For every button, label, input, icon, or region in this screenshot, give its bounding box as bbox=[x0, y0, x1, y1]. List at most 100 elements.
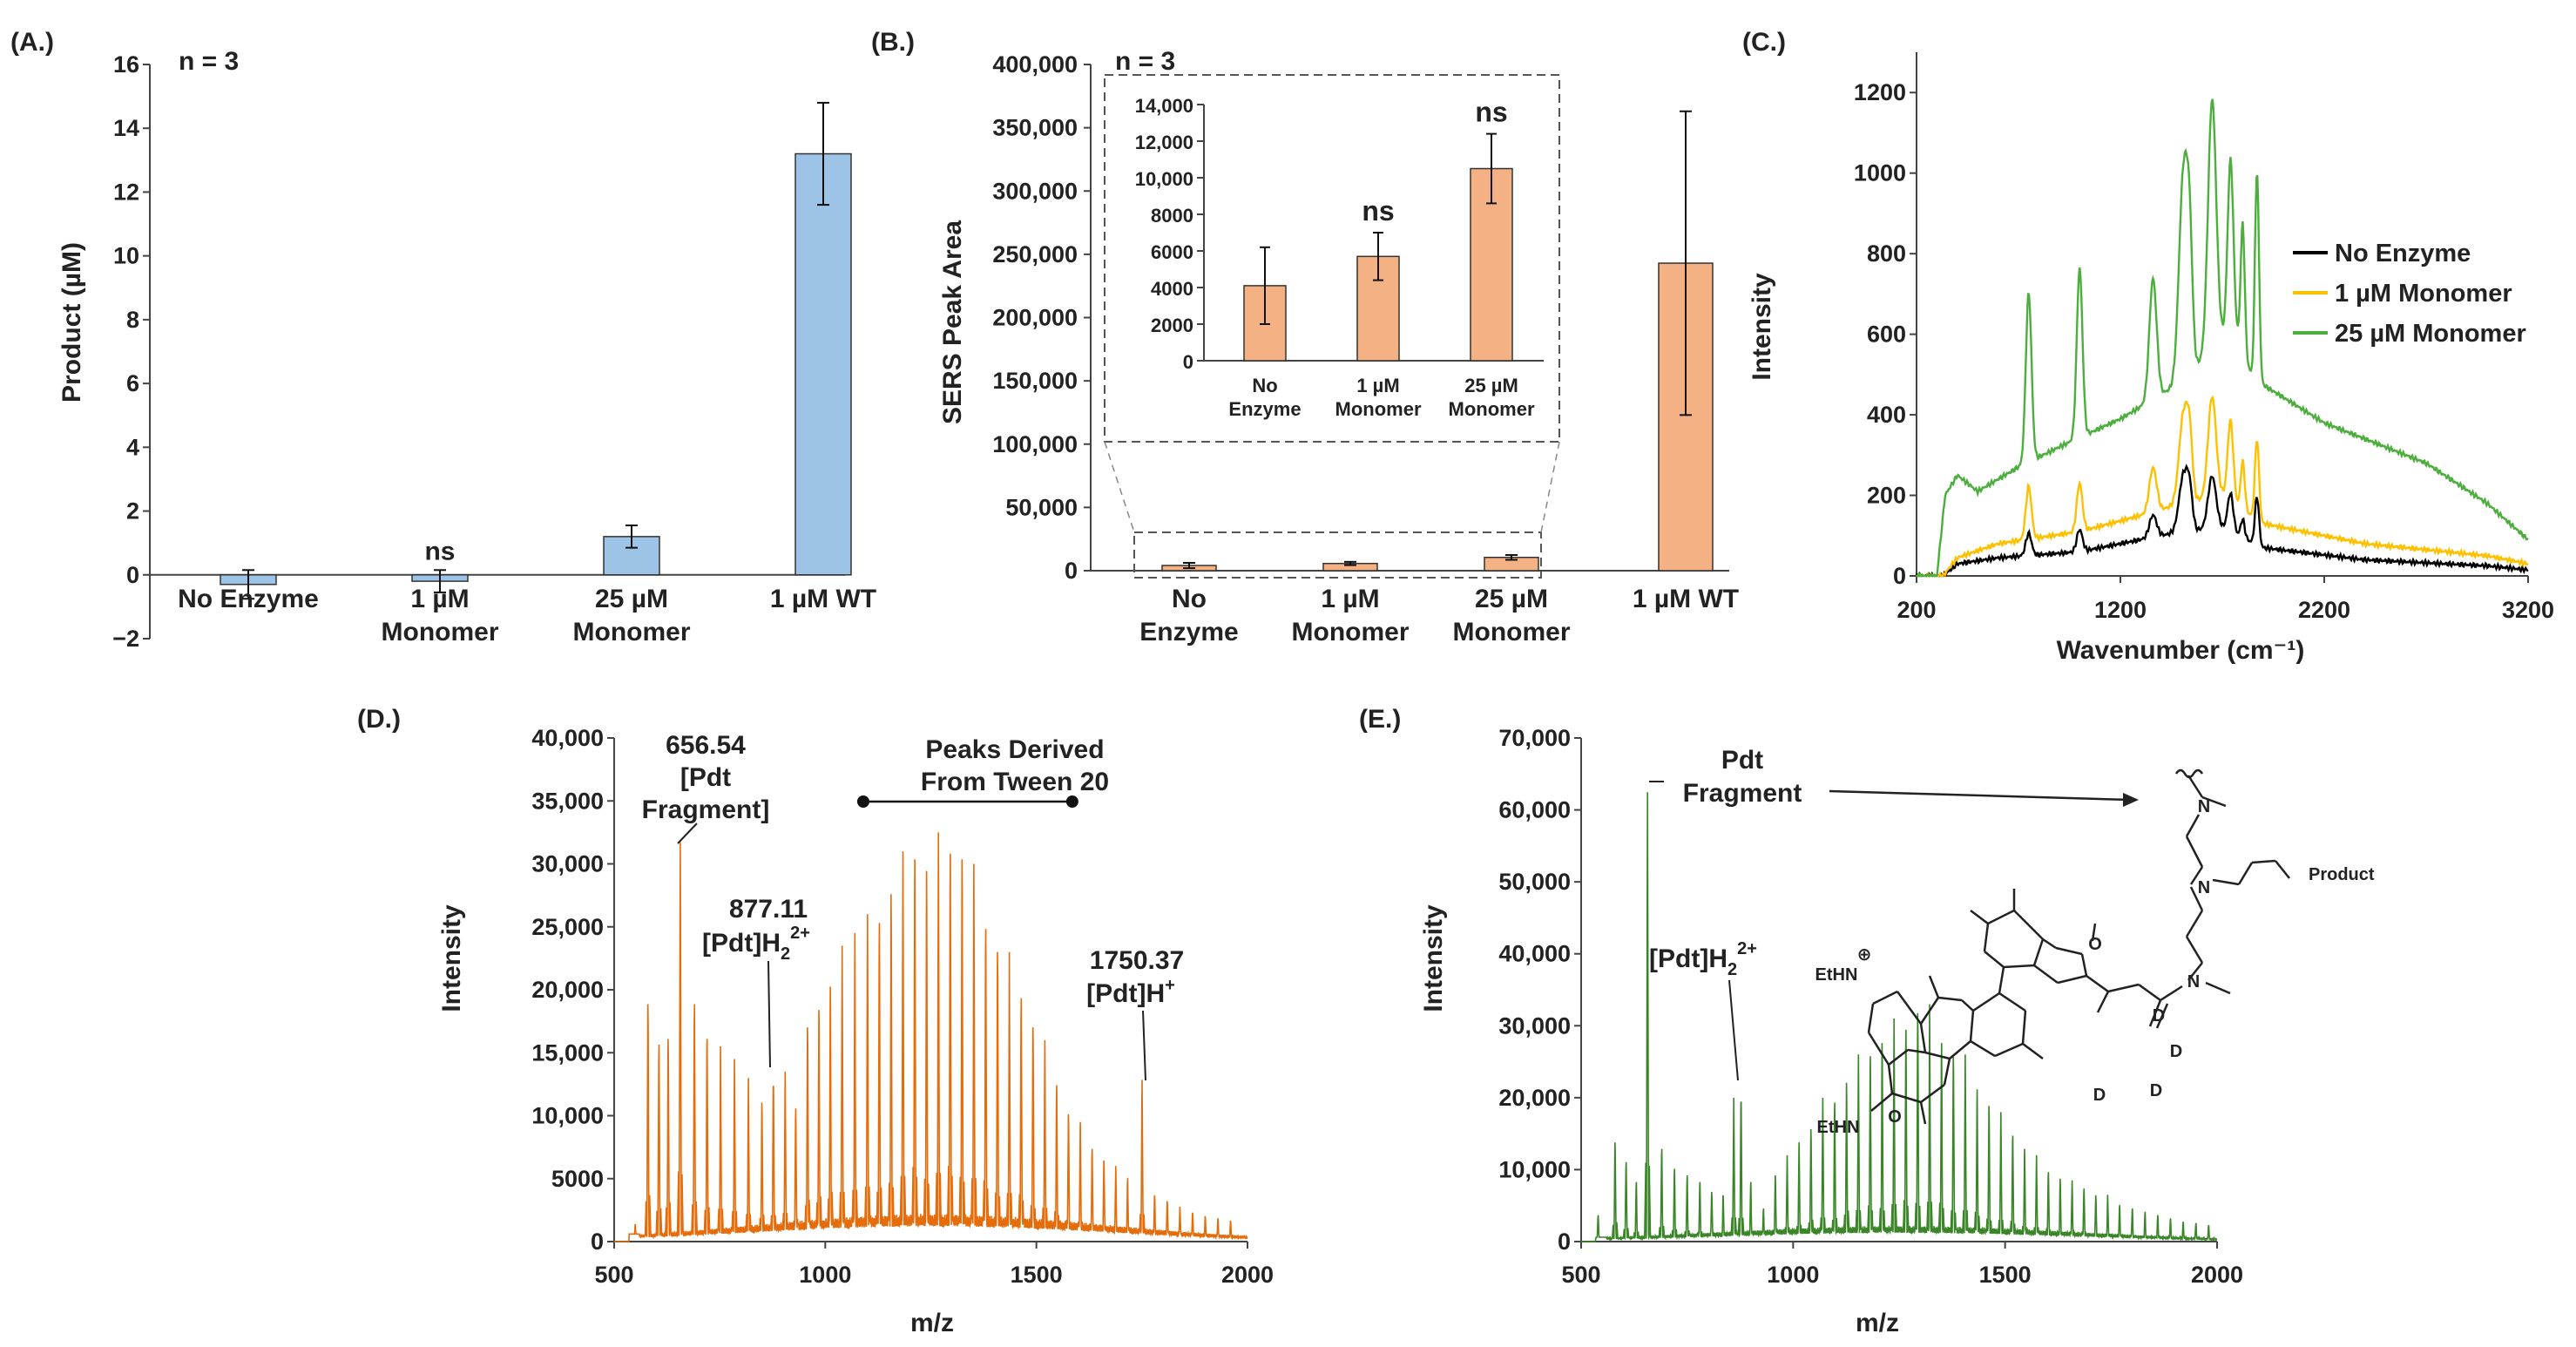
chemical-structure-labels: N N Product N O O EtHN ⊕ EtHN D D D D bbox=[1815, 797, 2375, 1137]
y-tick-label: 2 bbox=[126, 498, 139, 525]
legend-label: 1 µM Monomer bbox=[2335, 280, 2512, 308]
y-tick-label: 5000 bbox=[551, 1166, 604, 1192]
cation-formula-label: [Pdt]H+ bbox=[1086, 976, 1175, 1008]
panel-a-significance: ns bbox=[424, 537, 455, 565]
bond bbox=[1872, 990, 1898, 1005]
bond bbox=[2096, 991, 2110, 1013]
bond bbox=[1928, 975, 1940, 998]
frag-mz-label: 656.54 bbox=[666, 731, 746, 760]
y-tick-label: 25,000 bbox=[531, 914, 604, 940]
structure-ethn-bottom: EtHN bbox=[1817, 1118, 1860, 1137]
bond bbox=[2022, 1042, 2044, 1060]
panel-e-label: (E.) bbox=[1359, 705, 1401, 734]
y-tick-label: 0 bbox=[126, 562, 139, 588]
bond bbox=[2187, 962, 2203, 981]
panel-e-spectrum bbox=[1581, 792, 2218, 1242]
zoom-connector-right bbox=[1540, 441, 1560, 533]
y-tick-label: 600 bbox=[1867, 322, 1906, 348]
bond bbox=[2212, 878, 2240, 886]
y-tick-label: 15,000 bbox=[531, 1039, 604, 1066]
y-tick-label: 350,000 bbox=[992, 115, 1078, 141]
bond bbox=[2091, 923, 2097, 942]
y-tick-label: 250,000 bbox=[992, 241, 1078, 267]
legend-label: No Enzyme bbox=[2335, 240, 2471, 267]
y-tick-label: 0 bbox=[1183, 351, 1193, 373]
bond bbox=[2032, 938, 2045, 966]
x-tick-label: 2000 bbox=[2191, 1262, 2243, 1288]
bond bbox=[1896, 991, 1923, 1025]
tween-range-end-dot bbox=[1065, 795, 1078, 808]
bond bbox=[1970, 910, 1989, 924]
bond bbox=[1867, 1032, 1890, 1066]
y-tick-label: 50,000 bbox=[1005, 494, 1078, 520]
bond bbox=[1987, 909, 2015, 925]
inset-category-label: No bbox=[1252, 375, 1277, 396]
bond bbox=[2033, 964, 2059, 985]
panel-e: (E.) Intensity m/z 0 10,000 20,000 30,000 40… bbox=[1359, 705, 2375, 1337]
e-dication-sub: 2 bbox=[1727, 960, 1737, 979]
y-tick-label: 10 bbox=[113, 243, 139, 269]
x-tick-label: 2000 bbox=[1221, 1262, 1274, 1288]
panel-a-n-annotation: n = 3 bbox=[179, 47, 239, 76]
bond bbox=[2042, 937, 2057, 950]
bond bbox=[2275, 860, 2290, 879]
inset-significance-label: ns bbox=[1362, 195, 1394, 227]
bond bbox=[1888, 1049, 1909, 1066]
category-label: Monomer bbox=[1453, 618, 1571, 646]
inset-significance-label: ns bbox=[1475, 97, 1507, 128]
bond bbox=[2185, 836, 2204, 868]
bond bbox=[2187, 775, 2204, 798]
panel-c-legend: No Enzyme 1 µM Monomer 25 µM Monomer bbox=[2293, 240, 2526, 348]
series-line bbox=[1915, 464, 2529, 578]
y-tick-label: 0 bbox=[1893, 563, 1906, 589]
significance-label: ns bbox=[424, 537, 455, 565]
category-label: No Enzyme bbox=[178, 585, 319, 613]
panel-b-n-annotation: n = 3 bbox=[1115, 47, 1175, 76]
bond bbox=[2080, 953, 2088, 977]
x-tick-label: 500 bbox=[1561, 1262, 1600, 1288]
structure-n-amide: N bbox=[2187, 972, 2200, 992]
structure-arrowhead bbox=[2123, 793, 2139, 807]
y-tick-label: 300,000 bbox=[992, 178, 1078, 204]
category-label: Enzyme bbox=[1139, 618, 1238, 646]
bond bbox=[1994, 1042, 2024, 1058]
y-tick-label: 100,000 bbox=[992, 431, 1078, 457]
x-tick-label: 3200 bbox=[2502, 597, 2554, 623]
panel-a: (A.) n = 3 Product (µM) −20246810121416 … bbox=[10, 28, 876, 652]
y-tick-label: 30,000 bbox=[1498, 1012, 1571, 1039]
bond bbox=[1943, 1058, 1951, 1086]
category-label: 1 µM bbox=[410, 585, 469, 613]
bar bbox=[794, 152, 852, 576]
panel-d-y-axis-label: Intensity bbox=[437, 904, 466, 1012]
dication-formula-label: [Pdt]H22+ bbox=[702, 924, 810, 964]
tween-label-1: Peaks Derived bbox=[925, 735, 1104, 764]
category-label: 1 µM bbox=[1321, 585, 1379, 613]
y-tick-label: 4 bbox=[126, 434, 139, 460]
structure-plus-charge: ⊕ bbox=[1857, 945, 1872, 965]
inset-category-label: Monomer bbox=[1335, 398, 1422, 420]
category-label: No bbox=[1172, 585, 1207, 613]
category-label: Monomer bbox=[1292, 618, 1410, 646]
panel-d-x-axis-label: m/z bbox=[910, 1309, 954, 1337]
bond bbox=[2160, 985, 2183, 1002]
panel-a-label: (A.) bbox=[10, 28, 54, 57]
category-label: 25 µM bbox=[1475, 585, 1548, 613]
bond bbox=[1870, 1093, 1893, 1112]
panel-a-bars bbox=[220, 152, 852, 586]
structure-ethn-top: EtHN bbox=[1815, 965, 1858, 985]
y-tick-label: 10,000 bbox=[1498, 1156, 1571, 1182]
panel-c-x-axis-label: Wavenumber (cm⁻¹) bbox=[2057, 636, 2305, 665]
panel-c-axes: 0 200 400 600 800 1000 1200 200 1200 2200 3200 bbox=[1854, 52, 2554, 623]
panel-d: (D.) Intensity m/z 0 5000 10,000 15,000 20,0… bbox=[357, 705, 1274, 1337]
panel-c: (C.) Intensity Wavenumber (cm⁻¹) 0 200 400… bbox=[1742, 28, 2554, 665]
panel-b: (B.) n = 3 SERS Peak Area 0 50,000 100,000… bbox=[871, 28, 1739, 646]
bond bbox=[1961, 999, 1974, 1012]
y-tick-label: 2000 bbox=[1151, 315, 1193, 336]
bond bbox=[2185, 936, 2204, 964]
category-label: 1 µM WT bbox=[1633, 585, 1739, 613]
y-tick-label: 40,000 bbox=[531, 725, 604, 751]
panel-c-label: (C.) bbox=[1742, 28, 1786, 57]
frag-name-label-1: [Pdt bbox=[680, 763, 731, 792]
y-tick-label: 200,000 bbox=[992, 305, 1078, 331]
x-tick-label: 200 bbox=[1897, 597, 1936, 623]
